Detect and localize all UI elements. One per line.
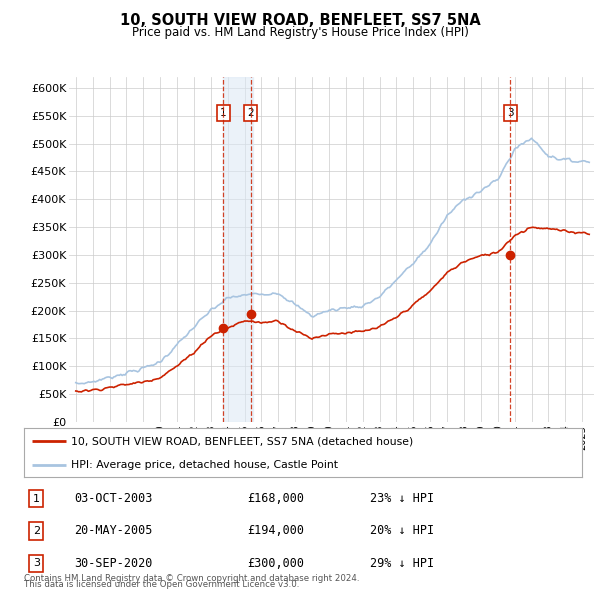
Text: Contains HM Land Registry data © Crown copyright and database right 2024.: Contains HM Land Registry data © Crown c… [24,574,359,583]
Text: 23% ↓ HPI: 23% ↓ HPI [370,493,434,506]
Text: 03-OCT-2003: 03-OCT-2003 [74,493,152,506]
Text: HPI: Average price, detached house, Castle Point: HPI: Average price, detached house, Cast… [71,460,338,470]
Text: 3: 3 [33,558,40,568]
Text: 29% ↓ HPI: 29% ↓ HPI [370,556,434,569]
Text: £300,000: £300,000 [247,556,304,569]
Text: 20-MAY-2005: 20-MAY-2005 [74,525,152,537]
Text: £194,000: £194,000 [247,525,304,537]
Text: This data is licensed under the Open Government Licence v3.0.: This data is licensed under the Open Gov… [24,581,299,589]
Text: £168,000: £168,000 [247,493,304,506]
Text: Price paid vs. HM Land Registry's House Price Index (HPI): Price paid vs. HM Land Registry's House … [131,26,469,39]
Text: 10, SOUTH VIEW ROAD, BENFLEET, SS7 5NA: 10, SOUTH VIEW ROAD, BENFLEET, SS7 5NA [119,13,481,28]
Text: 3: 3 [507,108,514,118]
Text: 1: 1 [33,494,40,504]
Text: 30-SEP-2020: 30-SEP-2020 [74,556,152,569]
Text: 1: 1 [220,108,227,118]
Text: 10, SOUTH VIEW ROAD, BENFLEET, SS7 5NA (detached house): 10, SOUTH VIEW ROAD, BENFLEET, SS7 5NA (… [71,437,413,447]
Text: 20% ↓ HPI: 20% ↓ HPI [370,525,434,537]
Text: 2: 2 [247,108,254,118]
Bar [223,77,253,422]
Text: 2: 2 [33,526,40,536]
